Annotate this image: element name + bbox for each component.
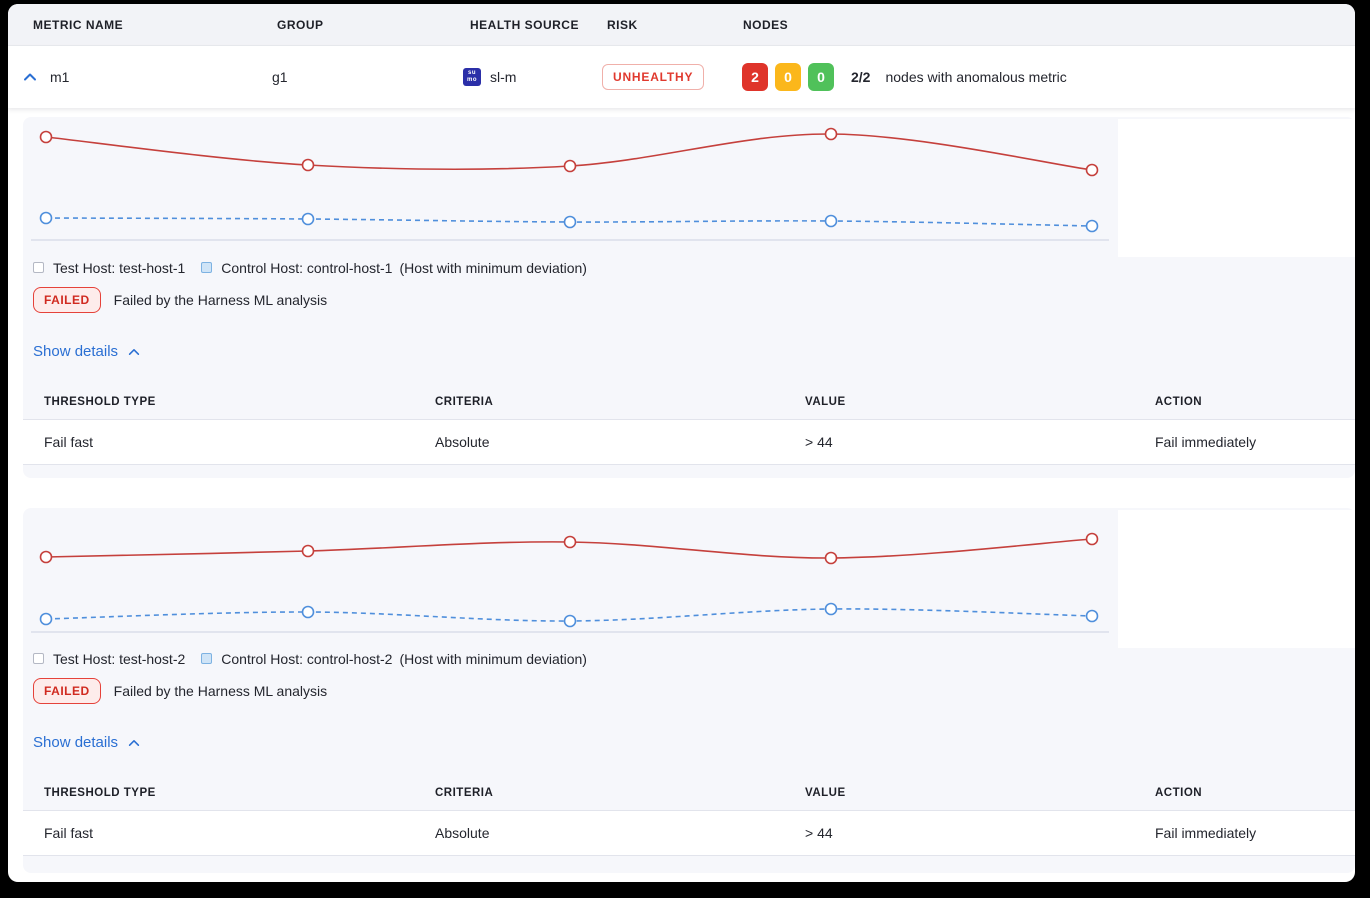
chevron-up-icon [128, 739, 140, 746]
threshold-details-table: THRESHOLD TYPE CRITERIA VALUE ACTION Fai… [23, 775, 1355, 856]
host-analysis-panel-2: Test Host: test-host-2 Control Host: con… [23, 508, 1355, 873]
risk-badge-unhealthy: UNHEALTHY [602, 64, 705, 90]
failed-status-badge: FAILED [33, 678, 101, 704]
chart-legend: Test Host: test-host-1 Control Host: con… [33, 259, 587, 276]
threshold-table-header: THRESHOLD TYPE CRITERIA VALUE ACTION [23, 775, 1355, 811]
chart-legend: Test Host: test-host-2 Control Host: con… [33, 650, 587, 667]
failed-status-badge: FAILED [33, 287, 101, 313]
risk-cell: UNHEALTHY [602, 46, 705, 108]
test-host-swatch-icon [33, 262, 44, 273]
threshold-table-row: Fail fast Absolute > 44 Fail immediately [23, 811, 1355, 856]
analysis-status-row: FAILED Failed by the Harness ML analysis [33, 287, 327, 313]
columns-header: METRIC NAME GROUP HEALTH SOURCE RISK NOD… [8, 4, 1355, 46]
chevron-up-icon [128, 348, 140, 355]
threshold-type-cell: Fail fast [44, 825, 94, 841]
column-risk: RISK [607, 18, 638, 32]
legend-item-test-host[interactable]: Test Host: test-host-2 [33, 651, 185, 667]
column-nodes: NODES [743, 18, 789, 32]
failed-status-text: Failed by the Harness ML analysis [113, 683, 328, 699]
metric-row-m1[interactable]: m1 g1 su mo sl-m UNHEALTHY 2 0 0 2/2 nod… [8, 46, 1355, 108]
chart-side-placeholder [1118, 510, 1355, 648]
legend-note: (Host with minimum deviation) [399, 259, 587, 276]
column-health-source: HEALTH SOURCE [470, 18, 579, 32]
threshold-table-header: THRESHOLD TYPE CRITERIA VALUE ACTION [23, 384, 1355, 420]
value-cell: > 44 [805, 434, 833, 450]
control-host-swatch-icon [201, 653, 213, 664]
node-count-healthy-badge: 0 [808, 63, 834, 91]
threshold-details-table: THRESHOLD TYPE CRITERIA VALUE ACTION Fai… [23, 384, 1355, 465]
legend-item-control-host[interactable]: Control Host: control-host-2 [201, 651, 392, 667]
show-details-link[interactable]: Show details [33, 734, 141, 751]
timeseries-chart-host-1[interactable] [31, 121, 1116, 249]
column-metric-name: METRIC NAME [33, 18, 124, 32]
anomalous-nodes-label: nodes with anomalous metric [885, 69, 1067, 85]
anomalous-nodes-count: 2/2 [851, 69, 871, 85]
metric-name-value: m1 [50, 69, 70, 85]
group-value: g1 [272, 69, 288, 85]
control-host-swatch-icon [201, 262, 213, 273]
threshold-type-cell: Fail fast [44, 434, 94, 450]
legend-note: (Host with minimum deviation) [399, 650, 587, 667]
legend-item-test-host[interactable]: Test Host: test-host-1 [33, 260, 185, 276]
failed-status-text: Failed by the Harness ML analysis [113, 292, 328, 308]
legend-item-control-host[interactable]: Control Host: control-host-1 [201, 260, 392, 276]
collapse-row-chevron-up-icon[interactable] [22, 69, 38, 85]
test-host-swatch-icon [33, 653, 44, 664]
health-source-value: su mo sl-m [463, 46, 516, 108]
timeseries-chart-host-2[interactable] [31, 512, 1116, 640]
host-analysis-panel-1: Test Host: test-host-1 Control Host: con… [23, 117, 1355, 478]
criteria-cell: Absolute [435, 434, 490, 450]
node-count-warning-badge: 0 [775, 63, 801, 91]
action-cell: Fail immediately [1155, 434, 1257, 450]
criteria-cell: Absolute [435, 825, 490, 841]
nodes-cell: 2 0 0 2/2 nodes with anomalous metric [742, 46, 1067, 108]
sumologic-icon: su mo [463, 68, 481, 86]
chart-side-placeholder [1118, 119, 1355, 257]
value-cell: > 44 [805, 825, 833, 841]
column-group: GROUP [277, 18, 324, 32]
threshold-table-row: Fail fast Absolute > 44 Fail immediately [23, 420, 1355, 465]
show-details-link[interactable]: Show details [33, 343, 141, 360]
node-count-critical-badge: 2 [742, 63, 768, 91]
action-cell: Fail immediately [1155, 825, 1257, 841]
metrics-analysis-view: METRIC NAME GROUP HEALTH SOURCE RISK NOD… [8, 4, 1355, 882]
analysis-status-row: FAILED Failed by the Harness ML analysis [33, 678, 327, 704]
